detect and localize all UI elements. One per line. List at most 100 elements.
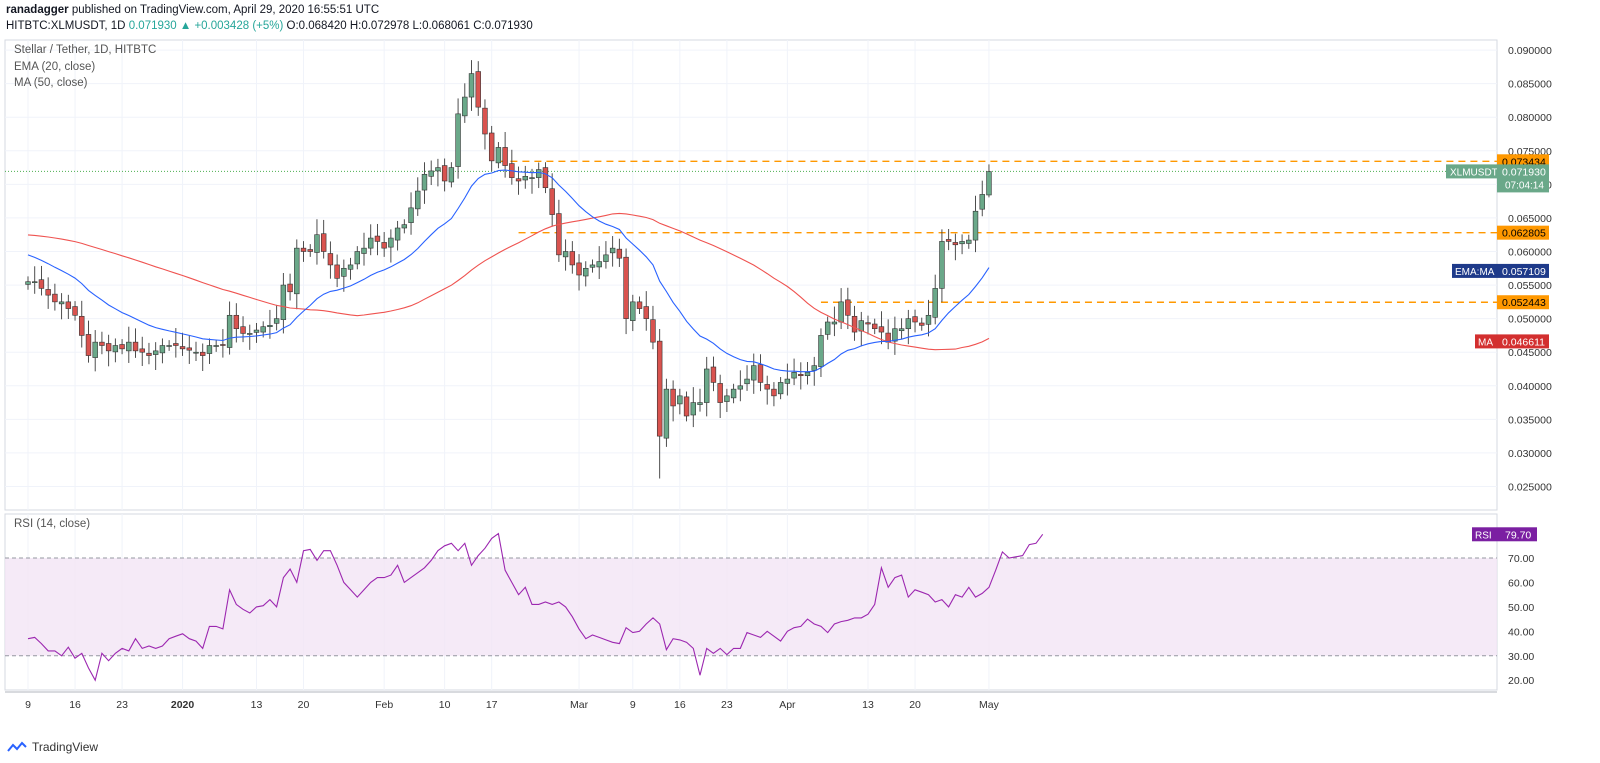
price-tick-label: 0.025000: [1508, 482, 1552, 494]
candle-down: [556, 213, 562, 256]
candle-up: [777, 382, 784, 395]
candle-up: [704, 368, 710, 403]
candle-up: [791, 372, 797, 379]
candle-down: [717, 383, 723, 403]
rsi-tick-label: 50.00: [1508, 602, 1534, 614]
candle-down: [99, 341, 105, 346]
chart-title: Stellar / Tether, 1D, HITBTC: [14, 44, 157, 56]
symbol-badge: [1446, 164, 1497, 179]
candle-down: [300, 247, 307, 252]
candle-down: [878, 326, 885, 333]
candle-up: [435, 167, 441, 172]
candle-down: [488, 132, 495, 162]
candle-up: [495, 147, 502, 164]
candle-down: [482, 107, 488, 135]
candle-up: [273, 318, 280, 324]
candle-up: [536, 169, 542, 178]
candle-up: [368, 237, 374, 249]
candle-up: [677, 395, 683, 405]
candle-up: [522, 176, 528, 181]
candle-down: [72, 306, 78, 316]
ema-name-text: EMA:MA: [1455, 267, 1495, 278]
time-tick-label: 2020: [171, 699, 195, 711]
candle-up: [428, 170, 434, 177]
ma-name-badge: [1475, 334, 1497, 349]
ema-value-text: 0.057109: [1502, 266, 1546, 278]
candle-down: [845, 299, 851, 316]
rsi-tick-label: 20.00: [1508, 675, 1534, 687]
publisher-name[interactable]: ranadagger: [6, 4, 69, 16]
ma50-line: [27, 212, 990, 351]
candle-down: [616, 248, 623, 259]
candle-down: [173, 343, 179, 346]
candle-down: [569, 251, 576, 266]
candle-up: [388, 237, 394, 248]
candle-up: [898, 328, 905, 332]
level-badge-text: 0.062805: [1502, 228, 1546, 240]
candle-up: [966, 239, 972, 244]
candle-up: [529, 177, 535, 179]
candle-down: [200, 351, 206, 356]
candle-down: [771, 388, 777, 397]
time-tick-label: May: [979, 699, 1000, 711]
candle-up: [562, 251, 569, 258]
price-tick-label: 0.085000: [1508, 79, 1552, 91]
symbol-info: HITBTC:XLMUSDT, 1D 0.071930 ▲ +0.003428 …: [6, 20, 533, 32]
candle-down: [374, 235, 381, 242]
time-tick-label: 17: [486, 699, 498, 711]
time-tick-label: 9: [630, 699, 636, 711]
time-tick-label: 23: [116, 699, 128, 711]
candle-down: [710, 366, 717, 383]
candle-up: [724, 395, 730, 402]
price-tick-label: 0.040000: [1508, 381, 1552, 393]
ohlc-values: O:0.068420 H:0.072978 L:0.068061 C:0.071…: [286, 20, 533, 32]
time-tick-label: Apr: [779, 699, 796, 711]
candle-down: [502, 147, 508, 166]
price-tick-label: 0.030000: [1508, 448, 1552, 460]
candle-up: [663, 388, 670, 439]
candle-up: [25, 281, 31, 285]
candle-up: [462, 96, 468, 117]
price-tick-label: 0.050000: [1508, 314, 1552, 326]
candle-down: [670, 388, 676, 407]
candle-down: [515, 178, 522, 182]
candle-down: [851, 315, 858, 333]
time-tick-label: 16: [674, 699, 686, 711]
time-tick-label: 13: [862, 699, 874, 711]
tradingview-logo[interactable]: TradingView: [6, 740, 98, 754]
candle-up: [630, 301, 636, 321]
time-tick-label: Feb: [375, 699, 393, 711]
candle-down: [441, 165, 448, 182]
tradingview-logo-icon: [7, 741, 27, 752]
candle-down: [334, 264, 340, 279]
candle-up: [455, 113, 461, 167]
candle-down: [912, 316, 918, 323]
level-badge-text: 0.052443: [1502, 297, 1546, 309]
ma-value-text: 0.046611: [1502, 336, 1545, 348]
time-tick-label: 20: [909, 699, 921, 711]
price-tick-label: 0.045000: [1508, 347, 1552, 359]
candle-up: [609, 247, 616, 254]
ema-name-badge: [1452, 263, 1497, 278]
price-tick-label: 0.055000: [1508, 280, 1552, 292]
time-tick-label: 23: [721, 699, 733, 711]
price-tick-label: 0.090000: [1508, 45, 1552, 57]
ma-value-badge: [1497, 334, 1549, 349]
countdown-text: 07:04:14: [1505, 180, 1544, 191]
candle-down: [320, 233, 327, 252]
candle-up: [751, 365, 757, 381]
candle-down: [65, 301, 72, 309]
rsi-line: [27, 532, 1044, 682]
candle-up: [448, 167, 455, 183]
candle-up: [932, 288, 938, 318]
candle-down: [798, 374, 804, 377]
time-tick-label: 10: [439, 699, 451, 711]
rsi-value-text: 79.70: [1505, 529, 1531, 541]
candle-up: [892, 328, 898, 342]
candle-up: [213, 345, 219, 347]
candle-up: [690, 402, 696, 416]
publish-info: ranadagger published on TradingView.com,…: [6, 4, 379, 16]
candle-down: [139, 348, 145, 353]
time-tick-label: Mar: [570, 699, 589, 711]
